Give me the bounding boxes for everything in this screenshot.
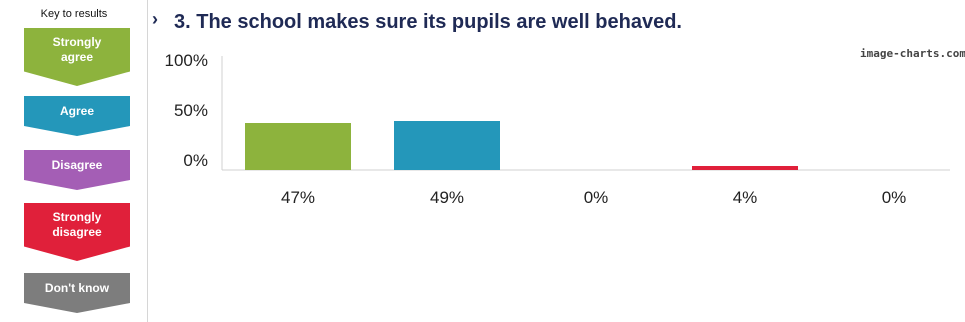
- key-label-disagree: Disagree: [51, 158, 103, 172]
- key-item-strongly-disagree: Strongly disagree: [24, 203, 130, 261]
- key-panel: Key to results Strongly agree Agree Disa…: [0, 0, 148, 322]
- y-tick-label: 100%: [165, 51, 208, 70]
- title-chevron-icon: ›: [152, 9, 158, 29]
- bar-group: [245, 121, 798, 170]
- key-item-strongly-agree: Strongly agree: [24, 28, 130, 86]
- bar-value-label: 47%: [281, 188, 315, 207]
- key-title: Key to results: [40, 8, 108, 20]
- y-tick-group: 100% 50% 0%: [165, 51, 208, 170]
- bar-value-label: 0%: [584, 188, 609, 207]
- key-label-agree: Agree: [59, 104, 94, 118]
- bar-value-label: 49%: [430, 188, 464, 207]
- bar-value-label: 4%: [733, 188, 758, 207]
- key-item-disagree: Disagree: [24, 150, 130, 190]
- y-tick-label: 50%: [174, 101, 208, 120]
- bar: [692, 166, 798, 170]
- key-label-strongly-agree: Strongly agree: [52, 35, 102, 64]
- chart-title: 3. The school makes sure its pupils are …: [174, 11, 682, 33]
- bar: [394, 121, 500, 170]
- y-tick-label: 0%: [183, 151, 208, 170]
- key-item-agree: Agree: [24, 96, 130, 136]
- key-label-strongly-disagree: Strongly disagree: [52, 210, 102, 239]
- key-label-dont-know: Don't know: [44, 281, 110, 295]
- bar: [245, 123, 351, 170]
- bar-value-label: 0%: [882, 188, 907, 207]
- watermark: image-charts.com: [860, 47, 965, 60]
- value-label-group: 47% 49% 0% 4% 0%: [281, 188, 906, 207]
